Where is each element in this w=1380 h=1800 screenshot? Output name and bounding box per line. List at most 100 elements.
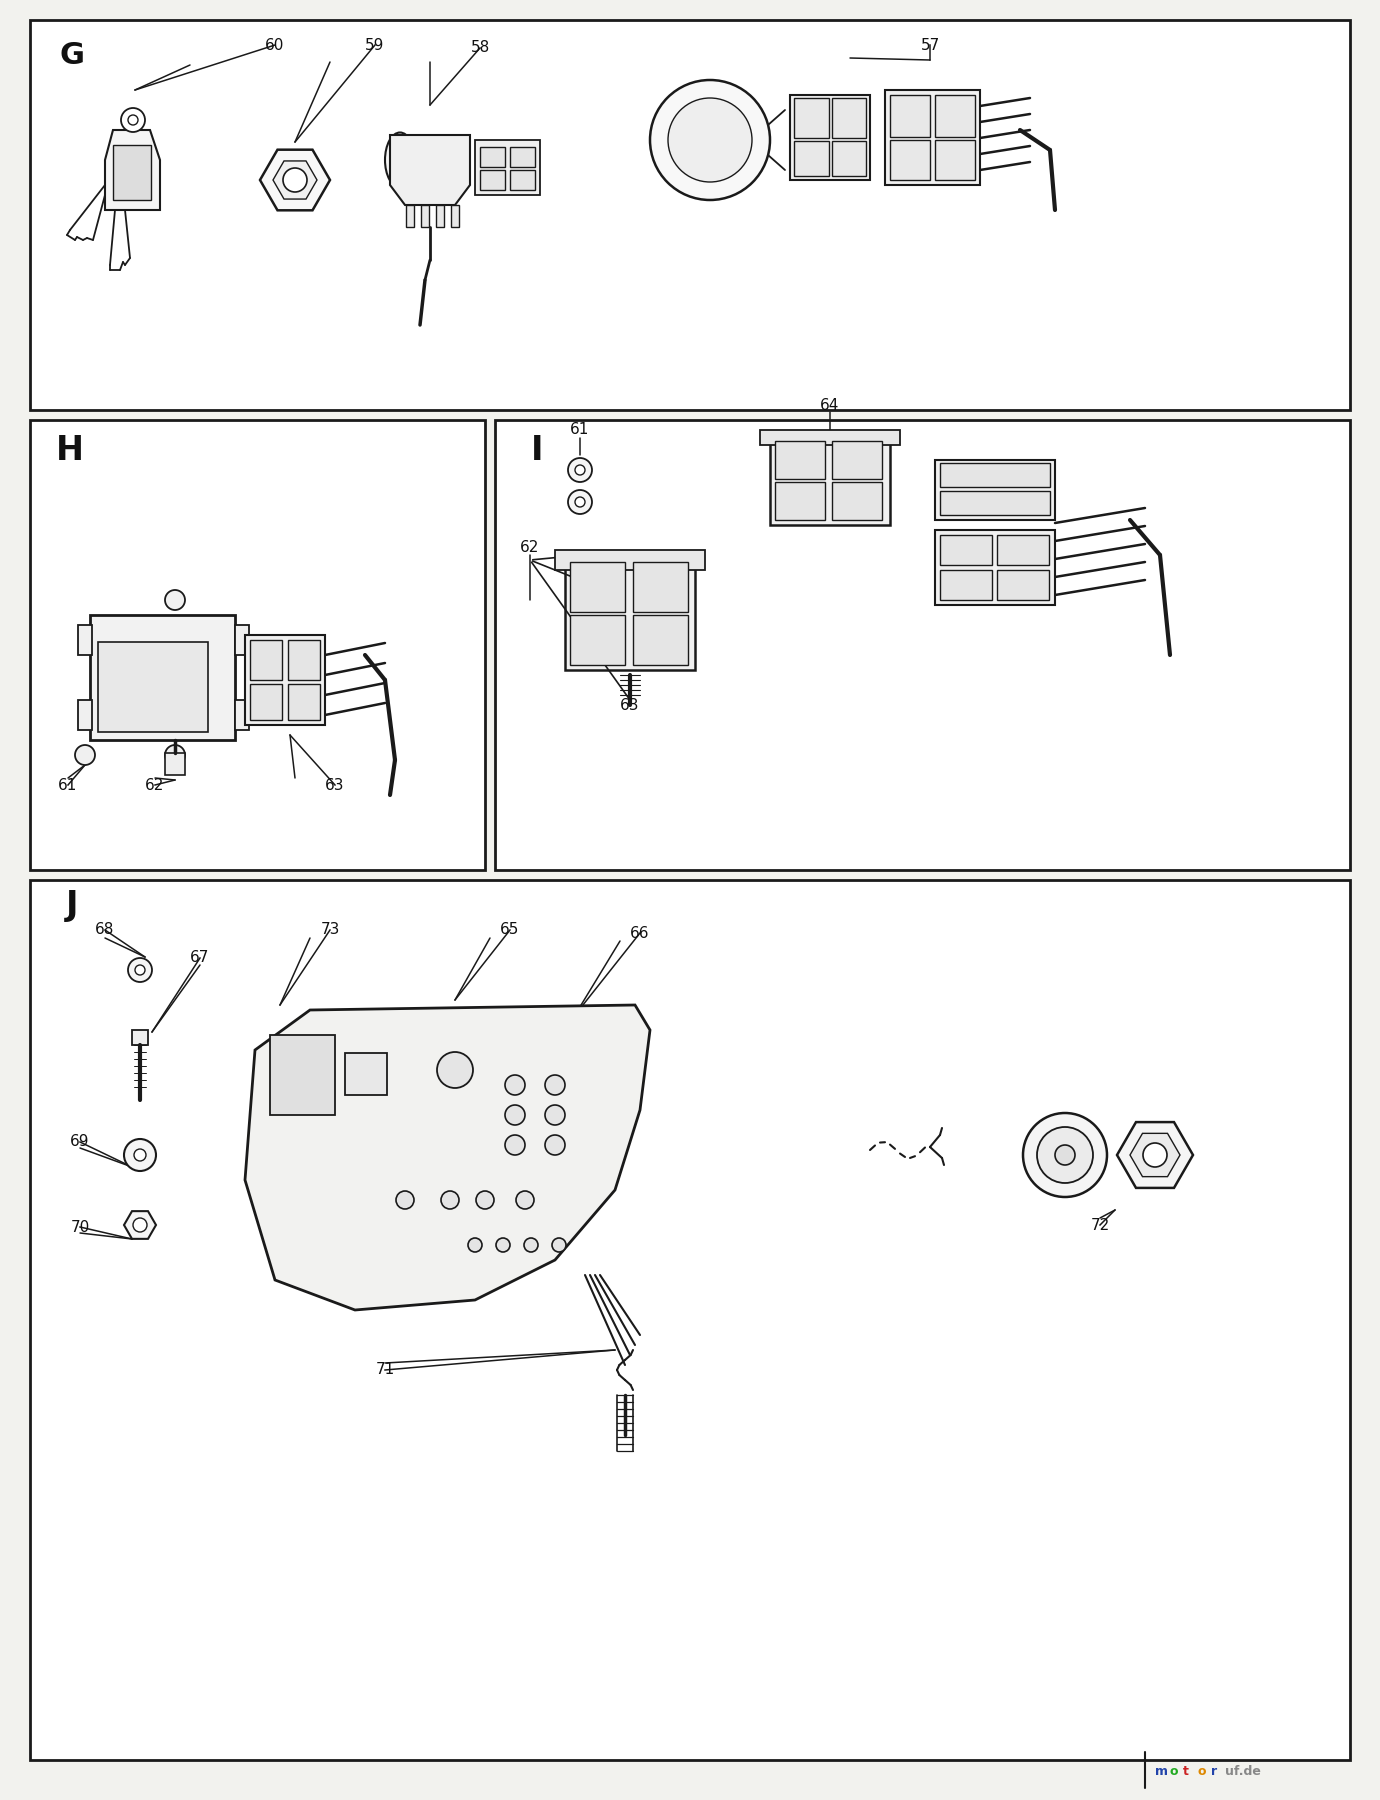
Text: 59: 59 <box>366 38 385 52</box>
Circle shape <box>545 1105 564 1125</box>
Polygon shape <box>391 135 471 205</box>
Bar <box>936 95 976 137</box>
Bar <box>832 482 882 520</box>
Bar <box>996 535 1049 565</box>
Text: 72: 72 <box>1090 1217 1110 1233</box>
Bar <box>940 491 1050 515</box>
Bar <box>570 562 625 612</box>
Text: m: m <box>1155 1766 1167 1778</box>
Text: J: J <box>66 889 79 922</box>
Bar <box>246 635 326 725</box>
Circle shape <box>545 1075 564 1094</box>
Text: 61: 61 <box>58 778 77 792</box>
Bar <box>511 169 535 191</box>
Bar <box>936 140 976 180</box>
Bar <box>770 436 890 526</box>
Bar <box>480 169 505 191</box>
Circle shape <box>1036 1127 1093 1183</box>
Text: uf.de: uf.de <box>1225 1766 1261 1778</box>
Ellipse shape <box>385 133 415 187</box>
Bar <box>480 148 505 167</box>
Text: 65: 65 <box>501 922 520 938</box>
Circle shape <box>166 745 185 765</box>
Text: 67: 67 <box>190 950 210 965</box>
Circle shape <box>505 1105 524 1125</box>
Circle shape <box>668 97 752 182</box>
Circle shape <box>1054 1145 1075 1165</box>
Text: 61: 61 <box>570 423 589 437</box>
Bar <box>235 700 248 731</box>
Circle shape <box>1143 1143 1167 1166</box>
Bar <box>90 616 235 740</box>
Text: 60: 60 <box>265 38 284 52</box>
Circle shape <box>575 497 585 508</box>
Text: 66: 66 <box>631 925 650 940</box>
Bar <box>270 1035 335 1114</box>
Circle shape <box>396 1192 414 1210</box>
Bar <box>940 463 1050 488</box>
Bar <box>832 140 867 176</box>
Circle shape <box>468 1238 482 1253</box>
Bar <box>996 571 1049 599</box>
Text: G: G <box>59 40 84 70</box>
Circle shape <box>575 464 585 475</box>
Polygon shape <box>1116 1121 1192 1188</box>
Circle shape <box>75 745 95 765</box>
Circle shape <box>505 1136 524 1156</box>
Bar <box>793 140 829 176</box>
Circle shape <box>650 79 770 200</box>
Circle shape <box>524 1238 538 1253</box>
Bar <box>451 205 460 227</box>
Bar <box>890 140 930 180</box>
Bar <box>832 441 882 479</box>
Circle shape <box>569 490 592 515</box>
Circle shape <box>121 108 145 131</box>
Bar <box>633 616 689 664</box>
Bar <box>30 419 484 869</box>
Text: 62: 62 <box>145 778 164 792</box>
Circle shape <box>505 1075 524 1094</box>
Bar <box>436 205 444 227</box>
Text: H: H <box>57 434 84 466</box>
Bar <box>495 419 1350 869</box>
Text: 62: 62 <box>520 540 540 554</box>
Bar <box>288 641 320 680</box>
Bar <box>511 148 535 167</box>
Circle shape <box>516 1192 534 1210</box>
Text: 69: 69 <box>70 1134 90 1150</box>
Bar <box>564 554 696 670</box>
Circle shape <box>476 1192 494 1210</box>
Circle shape <box>442 1192 460 1210</box>
Bar <box>345 1053 386 1094</box>
Circle shape <box>124 1139 156 1172</box>
Polygon shape <box>124 1211 156 1238</box>
Bar <box>940 535 992 565</box>
Polygon shape <box>259 149 330 211</box>
Bar <box>936 461 1054 520</box>
Circle shape <box>1023 1112 1107 1197</box>
Bar <box>776 482 825 520</box>
Text: o: o <box>1196 1766 1206 1778</box>
Circle shape <box>128 958 152 983</box>
Circle shape <box>132 1219 148 1231</box>
Bar <box>166 752 185 776</box>
Circle shape <box>166 590 185 610</box>
Bar <box>113 146 150 200</box>
Text: 70: 70 <box>70 1220 90 1235</box>
Text: 64: 64 <box>820 398 839 412</box>
Text: 63: 63 <box>326 778 345 792</box>
Circle shape <box>134 1148 146 1161</box>
Text: I: I <box>531 434 544 466</box>
Bar <box>832 97 867 139</box>
Bar <box>885 90 980 185</box>
Bar <box>250 684 282 720</box>
Text: t: t <box>1183 1766 1190 1778</box>
Text: 68: 68 <box>95 922 115 938</box>
Bar <box>98 643 208 733</box>
Circle shape <box>495 1238 511 1253</box>
Circle shape <box>135 965 145 976</box>
Bar <box>890 95 930 137</box>
Bar <box>633 562 689 612</box>
Bar <box>776 441 825 479</box>
Bar <box>421 205 429 227</box>
